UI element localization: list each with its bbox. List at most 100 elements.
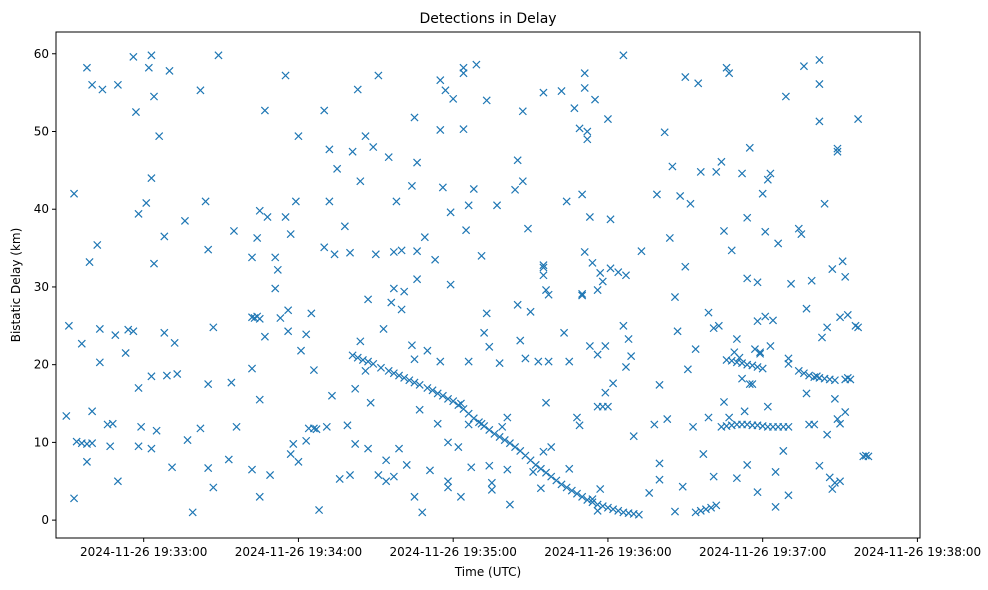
data-point-marker bbox=[557, 480, 566, 489]
data-point-marker bbox=[364, 357, 373, 366]
x-tick-label: 2024-11-26 19:33:00 bbox=[80, 545, 207, 559]
data-markers bbox=[62, 51, 873, 519]
data-point-marker bbox=[572, 413, 582, 422]
data-point-marker bbox=[606, 215, 615, 224]
data-point-marker bbox=[490, 429, 499, 438]
data-point-marker bbox=[717, 157, 726, 166]
data-point-marker bbox=[681, 262, 690, 271]
data-point-marker bbox=[106, 442, 115, 451]
data-point-marker bbox=[134, 442, 143, 451]
data-point-marker bbox=[276, 314, 285, 323]
data-point-marker bbox=[389, 472, 398, 481]
data-point-marker bbox=[578, 291, 587, 300]
data-point-marker bbox=[477, 251, 486, 260]
data-point-marker bbox=[88, 439, 97, 448]
data-point-marker bbox=[665, 233, 674, 242]
data-point-marker bbox=[425, 466, 434, 475]
data-point-marker bbox=[833, 144, 842, 153]
data-point-marker bbox=[309, 366, 318, 375]
data-point-marker bbox=[449, 94, 458, 103]
data-point-marker bbox=[214, 51, 223, 60]
data-point-marker bbox=[676, 191, 685, 201]
data-point-marker bbox=[467, 463, 476, 472]
data-point-marker bbox=[284, 306, 293, 315]
data-point-marker bbox=[443, 477, 453, 486]
data-point-marker bbox=[418, 508, 427, 517]
data-point-marker bbox=[371, 250, 380, 259]
data-point-marker bbox=[766, 341, 775, 351]
data-point-marker bbox=[255, 492, 264, 501]
data-point-marker bbox=[823, 430, 832, 439]
data-point-marker bbox=[322, 422, 331, 431]
data-point-marker bbox=[603, 115, 612, 124]
data-point-marker bbox=[376, 363, 385, 372]
data-point-marker bbox=[294, 457, 303, 466]
data-point-marker bbox=[578, 492, 587, 501]
data-point-marker bbox=[681, 73, 690, 82]
data-point-marker bbox=[593, 286, 602, 295]
data-point-marker bbox=[771, 467, 780, 476]
data-point-marker bbox=[518, 107, 527, 116]
data-point-marker bbox=[162, 371, 171, 380]
data-point-marker bbox=[438, 183, 447, 192]
data-point-marker bbox=[204, 245, 213, 254]
data-point-marker bbox=[799, 62, 808, 71]
data-point-marker bbox=[712, 501, 721, 510]
data-point-marker bbox=[585, 212, 594, 222]
data-point-marker bbox=[180, 216, 189, 225]
data-point-marker bbox=[629, 432, 638, 441]
data-point-marker bbox=[500, 436, 509, 445]
data-point-marker bbox=[433, 389, 442, 398]
data-point-marker bbox=[578, 190, 587, 199]
data-point-marker bbox=[273, 265, 282, 274]
data-point-marker bbox=[129, 327, 138, 336]
data-point-marker bbox=[833, 147, 842, 156]
data-point-marker bbox=[469, 414, 478, 423]
data-point-marker bbox=[95, 358, 104, 367]
data-point-marker bbox=[513, 156, 522, 165]
data-point-marker bbox=[719, 397, 729, 407]
data-point-marker bbox=[735, 353, 744, 362]
data-point-marker bbox=[557, 87, 566, 96]
data-point-marker bbox=[413, 158, 422, 167]
data-point-marker bbox=[521, 354, 530, 363]
data-point-marker bbox=[389, 284, 398, 293]
data-point-marker bbox=[291, 197, 300, 206]
data-point-marker bbox=[196, 86, 205, 95]
data-point-marker bbox=[699, 450, 708, 459]
data-point-marker bbox=[547, 472, 556, 481]
data-point-marker bbox=[580, 247, 589, 256]
data-point-marker bbox=[673, 327, 682, 336]
data-point-marker bbox=[562, 197, 571, 206]
data-point-marker bbox=[255, 206, 264, 215]
data-point-marker bbox=[85, 258, 94, 267]
data-point-marker bbox=[493, 201, 502, 210]
data-point-marker bbox=[539, 88, 548, 97]
data-point-marker bbox=[266, 471, 275, 480]
data-point-marker bbox=[841, 272, 850, 281]
data-point-marker bbox=[387, 298, 396, 307]
data-point-marker bbox=[585, 341, 594, 351]
data-point-marker bbox=[369, 143, 378, 152]
data-point-marker bbox=[124, 325, 133, 334]
data-point-marker bbox=[443, 438, 453, 447]
data-point-marker bbox=[88, 80, 97, 89]
data-point-marker bbox=[678, 482, 687, 491]
data-point-marker bbox=[771, 502, 780, 511]
data-point-marker bbox=[333, 164, 342, 173]
data-point-marker bbox=[88, 407, 97, 416]
y-tick-label: 40 bbox=[34, 202, 49, 216]
data-point-marker bbox=[389, 369, 398, 378]
data-point-marker bbox=[384, 366, 393, 375]
data-point-marker bbox=[588, 495, 597, 504]
data-point-marker bbox=[627, 352, 636, 361]
data-point-marker bbox=[603, 402, 612, 411]
data-point-marker bbox=[374, 71, 383, 80]
data-point-marker bbox=[578, 289, 587, 298]
data-point-marker bbox=[397, 246, 406, 255]
data-point-marker bbox=[70, 494, 79, 503]
data-point-marker bbox=[619, 51, 628, 60]
data-point-marker bbox=[413, 247, 422, 256]
data-point-marker bbox=[436, 125, 445, 134]
data-point-marker bbox=[539, 261, 548, 270]
